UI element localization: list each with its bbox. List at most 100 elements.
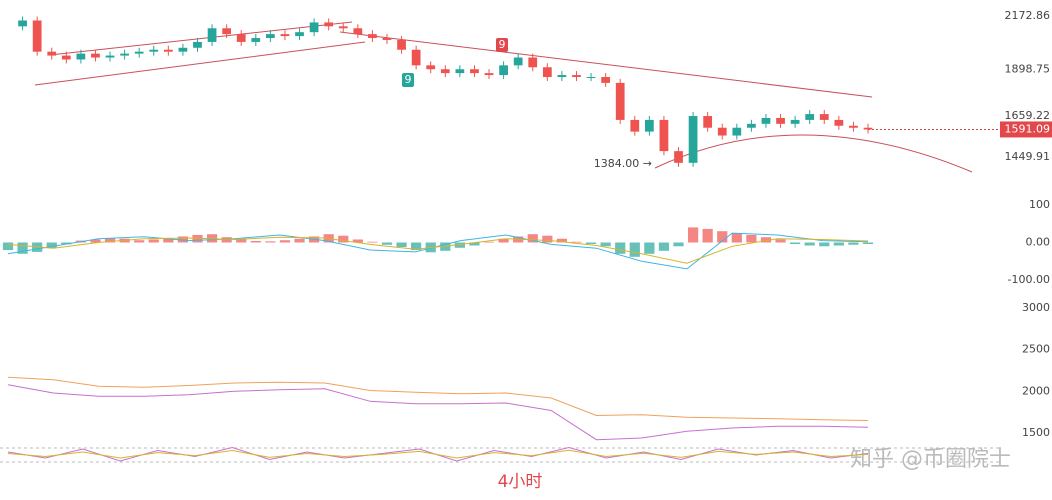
histogram-bar [600, 242, 611, 247]
candle [630, 119, 640, 132]
signal-label: 9 [499, 38, 506, 51]
candle [178, 47, 188, 52]
candle [557, 75, 567, 78]
candle [776, 117, 785, 124]
candle [163, 49, 173, 52]
candle [615, 82, 625, 120]
candle [659, 119, 669, 152]
candle [586, 77, 596, 79]
histogram-bar [294, 238, 305, 243]
histogram-bar [381, 242, 393, 245]
histogram-bar [396, 242, 407, 248]
y-tick-label: 1500 [1022, 426, 1050, 439]
candle [732, 127, 742, 136]
candle [805, 114, 815, 120]
candle [382, 38, 392, 40]
histogram-bar [483, 241, 495, 243]
histogram-bar [265, 241, 276, 243]
timeframe: 4小时 [498, 472, 543, 492]
candle [76, 53, 86, 60]
histogram-bar [440, 242, 451, 251]
candle [440, 69, 450, 74]
candle [353, 28, 363, 35]
candle [251, 38, 261, 42]
histogram-bar [833, 242, 844, 246]
histogram-bar [804, 242, 815, 246]
histogram-bar [819, 242, 830, 247]
signal-label: 9 [405, 73, 412, 86]
histogram-bar [411, 242, 422, 251]
candle [47, 51, 57, 56]
trend-line [339, 31, 873, 98]
last-price-label: 1591.09 [1005, 122, 1051, 135]
y-tick-label: 100 [1029, 198, 1050, 211]
histogram-bar [848, 242, 859, 245]
candle [790, 119, 800, 124]
candle [149, 49, 159, 52]
candle [717, 127, 727, 136]
candle [134, 51, 144, 54]
histogram-bar [556, 238, 567, 243]
y-tick-label: 2000 [1022, 384, 1050, 397]
candle [834, 119, 844, 126]
histogram-bar [615, 242, 626, 254]
histogram-bar [46, 242, 57, 249]
histogram-bar [571, 241, 582, 243]
histogram-bar [17, 242, 28, 254]
candle [309, 22, 319, 33]
line [7, 384, 869, 441]
histogram-bar [717, 231, 728, 243]
histogram-bar [644, 242, 655, 254]
y-tick-label: -100.00 [1008, 273, 1050, 286]
candle [747, 123, 756, 128]
histogram-bar [352, 239, 363, 243]
candle [120, 53, 129, 56]
histogram-bar [760, 237, 772, 243]
candle [528, 57, 538, 68]
candle [674, 151, 683, 163]
candle [338, 26, 348, 29]
y-tick-label: 1449.91 [1005, 150, 1051, 163]
histogram-bar [673, 242, 684, 247]
candle [207, 28, 217, 42]
histogram-bar [687, 227, 699, 243]
candle [61, 55, 71, 60]
candle [32, 20, 42, 52]
candle [863, 127, 873, 130]
histogram-bar [163, 237, 174, 243]
candle [703, 116, 713, 128]
candle [236, 34, 246, 42]
line [7, 236, 869, 264]
histogram-bar [658, 242, 670, 251]
candle [484, 73, 494, 76]
candle [572, 75, 581, 78]
candle [193, 41, 202, 48]
histogram-bar [61, 242, 72, 245]
candle [513, 57, 523, 66]
candle [368, 34, 377, 39]
candle [411, 49, 421, 66]
candle [91, 53, 100, 58]
trend-line [34, 41, 366, 86]
candle [18, 20, 27, 27]
line [7, 376, 869, 421]
histogram-bar [148, 239, 159, 243]
histogram-bar [236, 239, 247, 243]
candle [105, 55, 115, 58]
signal-badge [496, 38, 508, 52]
line [7, 232, 869, 270]
candle [542, 67, 552, 78]
y-tick-label: 1659.22 [1005, 109, 1051, 122]
y-tick-label: 3000 [1022, 301, 1050, 314]
candle [644, 119, 654, 132]
candle [295, 32, 304, 37]
histogram-bar [629, 242, 640, 257]
histogram-bar [134, 240, 145, 243]
histogram-bar [338, 235, 349, 243]
watermark: 知乎 @币圈院士 [850, 447, 1011, 472]
histogram-bar [221, 237, 232, 243]
candle [324, 22, 334, 27]
y-tick-label: 1898.75 [1005, 62, 1051, 75]
histogram-bar [498, 238, 509, 243]
